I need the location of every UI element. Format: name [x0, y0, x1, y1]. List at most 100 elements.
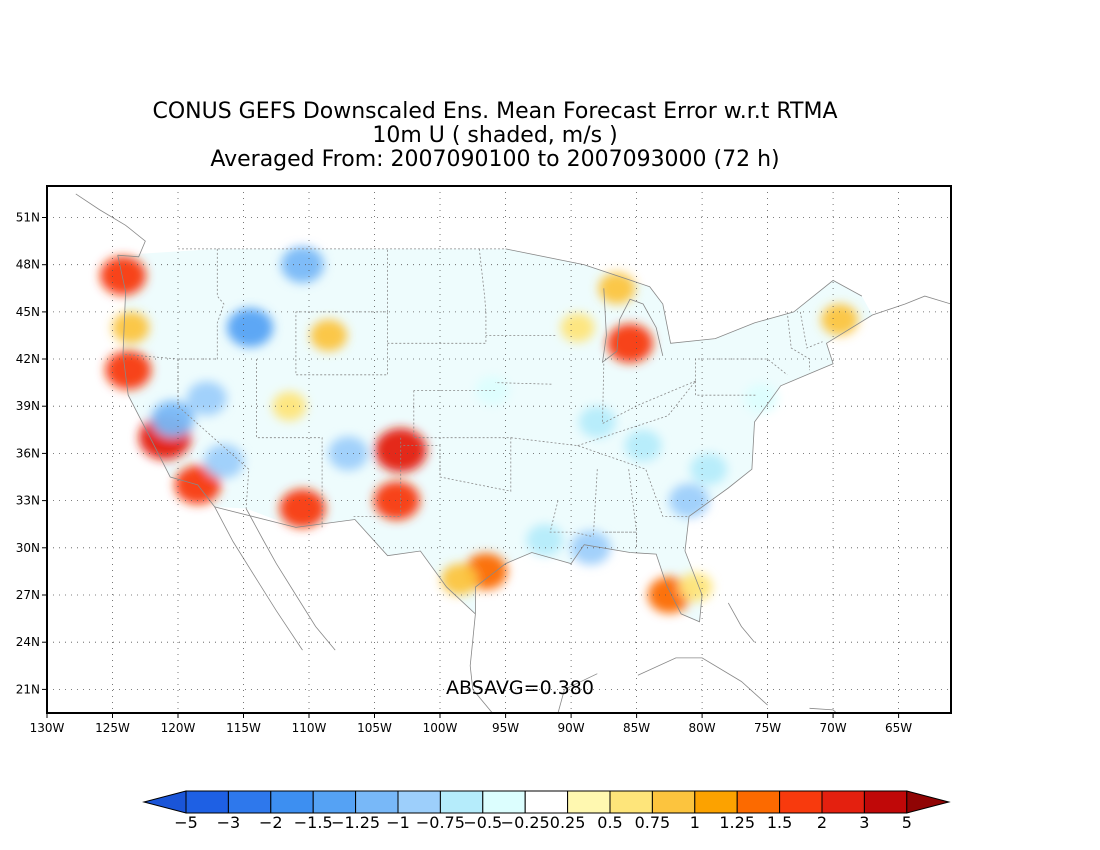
colorbar-label: −0.75: [416, 813, 465, 832]
anomaly-blob: [105, 350, 152, 390]
lat-tick-label: 21N: [16, 682, 40, 696]
lon-tick-label: 110W: [292, 721, 327, 735]
colorbar-label: −0.25: [501, 813, 550, 832]
anomaly-blob: [744, 383, 778, 413]
lat-tick-label: 33N: [16, 494, 40, 508]
title-line-1: CONUS GEFS Downscaled Ens. Mean Forecast…: [152, 99, 838, 124]
colorbar-label: −0.5: [463, 813, 502, 832]
map-frame: [46, 185, 952, 714]
colorbar-label: −1.25: [331, 813, 380, 832]
anomaly-blob: [100, 256, 146, 296]
colorbar-swatch: [694, 790, 738, 814]
anomaly-blob: [203, 444, 244, 479]
anomaly-blob: [624, 429, 662, 462]
boundary-line: [601, 288, 664, 364]
anomaly-blob: [526, 524, 564, 556]
anomaly-blob: [151, 400, 195, 438]
colorbar-swatch: [609, 790, 653, 814]
anomaly-blob: [279, 489, 326, 528]
anomaly-blob: [821, 303, 859, 336]
boundary-line: [577, 358, 705, 446]
colorbar-swatch: [567, 790, 611, 814]
colorbar-label: 1.5: [767, 813, 792, 832]
boundary-line: [400, 390, 512, 492]
colorbar-label: −1.5: [294, 813, 333, 832]
colorbar-label: 1.25: [719, 813, 755, 832]
lon-tick-label: 90W: [558, 721, 585, 735]
grid-lines: [47, 186, 951, 713]
anomaly-blob: [186, 381, 227, 416]
anomaly-blob: [281, 246, 324, 283]
absavg-label: ABSAVG=0.380: [446, 677, 594, 699]
boundary-line: [505, 248, 863, 344]
anomaly-blob: [272, 391, 307, 421]
anomaly-blob: [373, 481, 420, 521]
colorbar-arrow-left: [142, 790, 187, 814]
lon-tick-label: 85W: [623, 721, 650, 735]
anomaly-blob: [560, 313, 595, 343]
colorbar-swatch: [779, 790, 823, 814]
boundary-line: [809, 707, 838, 713]
boundary-line: [469, 613, 493, 713]
colorbar-label: 0.25: [550, 813, 586, 832]
anomaly-blob: [227, 308, 274, 348]
anomaly-blob: [328, 436, 369, 471]
anomaly-blob: [475, 376, 510, 405]
lat-tick-label: 48N: [16, 258, 40, 272]
boundary-line: [602, 363, 696, 425]
lon-tick-label: 95W: [492, 721, 519, 735]
anomaly-blob: [678, 572, 713, 602]
lat-tick-label: 36N: [16, 446, 40, 460]
colorbar-label: 1: [690, 813, 700, 832]
boundary-line: [256, 359, 323, 528]
lat-tick-label: 27N: [16, 588, 40, 602]
anomaly-blob: [607, 323, 653, 363]
lat-tick-label: 24N: [16, 635, 40, 649]
boundary-line: [727, 602, 755, 643]
lon-tick-label: 100W: [423, 721, 458, 735]
colorbar-label: 0.75: [635, 813, 671, 832]
colorbar-swatch: [736, 790, 781, 814]
colorbar-label: 0.5: [597, 813, 622, 832]
lon-tick-label: 130W: [30, 721, 65, 735]
anomaly-blob: [441, 563, 479, 596]
anomaly-blob: [112, 311, 150, 344]
colorbar-label: 3: [859, 813, 869, 832]
boundary-line: [799, 311, 823, 349]
lat-tick-label: 39N: [16, 399, 40, 413]
lon-tick-label: 105W: [357, 721, 392, 735]
colorbar-label: −3: [217, 813, 241, 832]
lon-tick-label: 75W: [754, 721, 781, 735]
title-line-3: Averaged From: 2007090100 to 2007093000 …: [210, 147, 780, 172]
anomaly-blob: [598, 272, 636, 305]
colorbar-swatch: [439, 790, 484, 814]
lon-tick-label: 65W: [885, 721, 912, 735]
colorbar-label: −1: [386, 813, 410, 832]
lat-tick-label: 42N: [16, 352, 40, 366]
lat-tick-label: 30N: [16, 541, 40, 555]
lon-tick-label: 120W: [161, 721, 196, 735]
anomaly-blob: [310, 319, 348, 352]
boundary-line: [177, 359, 250, 509]
colorbar: −5 −3 −2 −1.5−1.25 −1 −0.75−0.5−0.25 0.25 0.5 0.…: [142, 790, 951, 832]
coastline-layer: [75, 193, 951, 713]
boundary-line: [549, 500, 594, 538]
boundary-line: [557, 673, 598, 713]
lon-tick-label: 80W: [689, 721, 716, 735]
colorbar-swatch: [355, 790, 399, 814]
anomaly-blobs: [100, 246, 859, 614]
boundary-line: [295, 311, 389, 376]
lon-tick-label: 70W: [820, 721, 847, 735]
colorbar-swatch: [821, 790, 865, 814]
boundary-line: [214, 506, 476, 615]
colorbar-label: 2: [817, 813, 827, 832]
boundary-line: [387, 311, 487, 344]
colorbar-swatch: [397, 790, 441, 814]
colorbar-arrow-right: [906, 790, 951, 814]
title-line-2: 10m U ( shaded, m/s ): [372, 123, 618, 148]
anomaly-blob: [570, 530, 611, 565]
latitude-labels: 51N 48N 45N 42N 39N 36N 33N 30N 27N 24N 21N: [16, 211, 47, 696]
boundary-line: [495, 382, 552, 385]
title-block: CONUS GEFS Downscaled Ens. Mean Forecast…: [0, 100, 990, 172]
colorbar-swatch: [651, 790, 696, 814]
